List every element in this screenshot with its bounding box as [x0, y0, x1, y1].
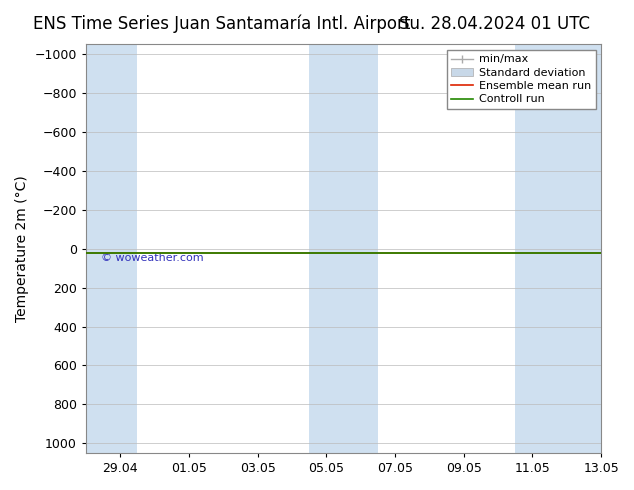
Text: Su. 28.04.2024 01 UTC: Su. 28.04.2024 01 UTC: [399, 15, 590, 33]
Bar: [515, 45, 584, 453]
Text: © woweather.com: © woweather.com: [101, 253, 204, 263]
Bar: [584, 45, 608, 453]
Text: ENS Time Series Juan Santamaría Intl. Airport: ENS Time Series Juan Santamaría Intl. Ai…: [33, 15, 411, 33]
Legend: min/max, Standard deviation, Ensemble mean run, Controll run: min/max, Standard deviation, Ensemble me…: [446, 50, 595, 109]
Bar: [86, 45, 138, 453]
Bar: [309, 45, 378, 453]
Y-axis label: Temperature 2m (°C): Temperature 2m (°C): [15, 175, 29, 322]
